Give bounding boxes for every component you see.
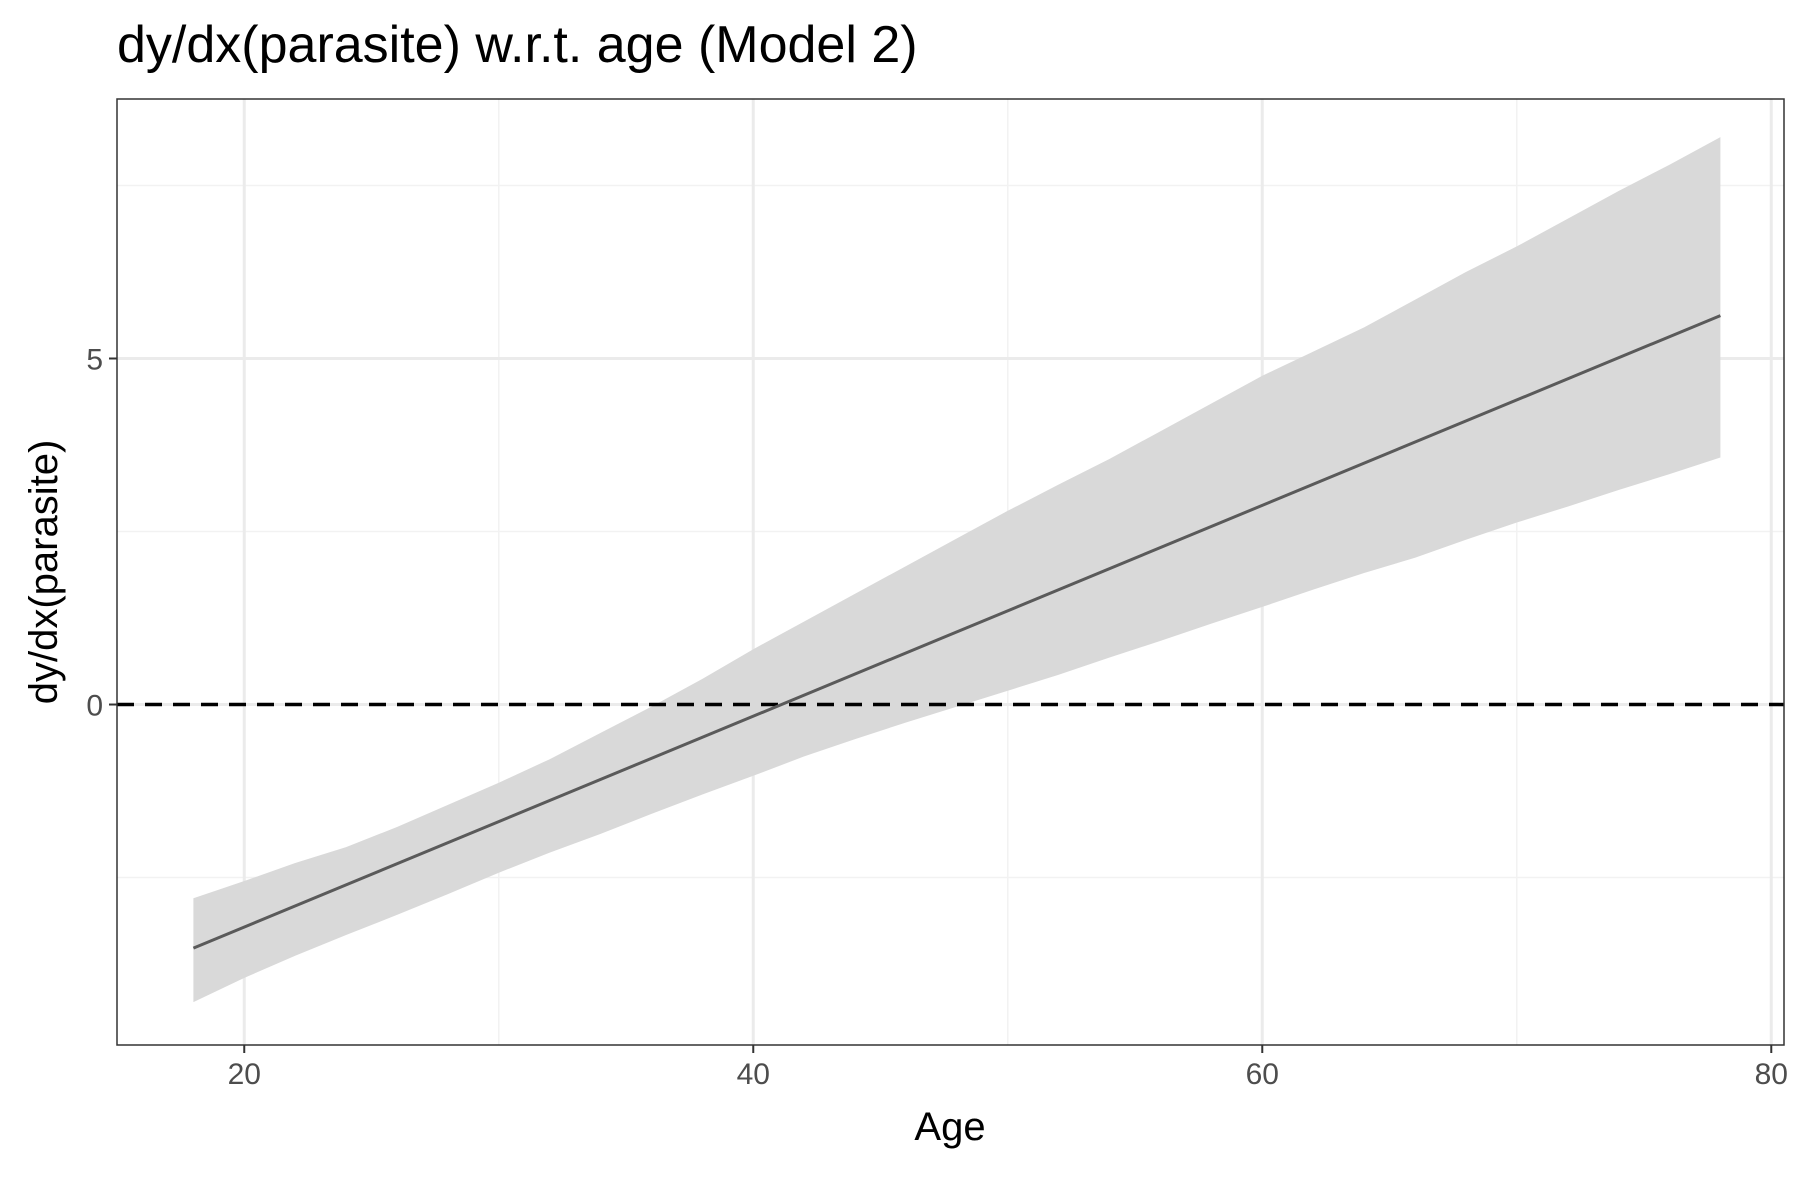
x-tick-label: 80 [1755, 1058, 1788, 1091]
marginal-effect-line [192, 314, 1721, 950]
x-axis-title: Age [914, 1105, 985, 1149]
panel-border [116, 98, 1785, 1046]
plot-panel [116, 98, 1785, 1046]
y-tick-label: 5 [86, 344, 103, 377]
x-tick-label: 20 [228, 1058, 261, 1091]
y-tick-label: 0 [86, 690, 103, 723]
x-tick-label: 40 [737, 1058, 770, 1091]
chart-title: dy/dx(parasite) w.r.t. age (Model 2) [117, 16, 918, 74]
y-axis: 05 [86, 344, 117, 723]
x-tick-label: 60 [1246, 1058, 1279, 1091]
confidence-band [193, 137, 1721, 1003]
x-axis: 20 40 60 80 [228, 1045, 1788, 1091]
y-axis-title: dy/dx(parasite) [22, 440, 66, 705]
